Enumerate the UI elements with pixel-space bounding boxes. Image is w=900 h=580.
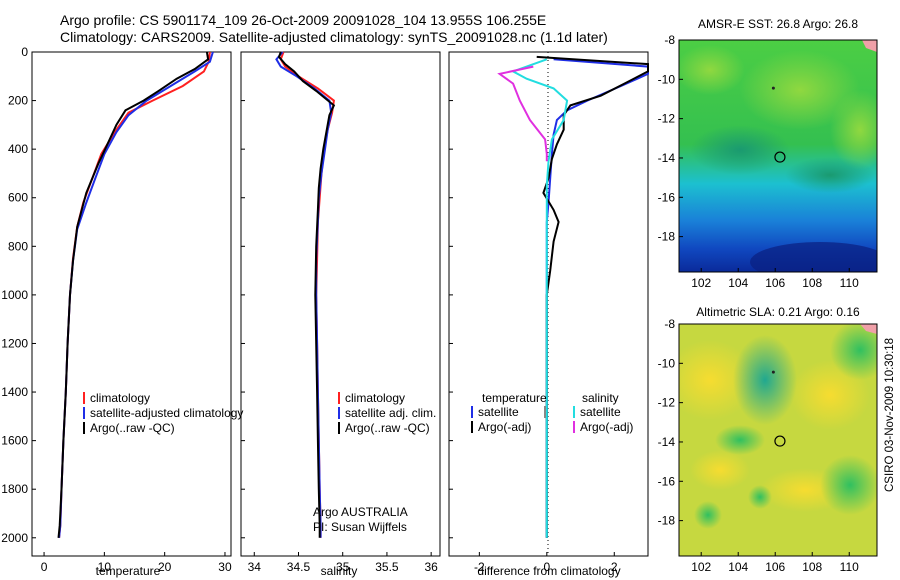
depth-tick-label: 1400 bbox=[1, 385, 28, 399]
depth-tick-label: 2000 bbox=[1, 531, 28, 545]
depth-tick-label: 1200 bbox=[1, 336, 28, 350]
sst-map-argo-marker bbox=[774, 151, 786, 163]
temperature-argo-line bbox=[57, 51, 210, 538]
diff-legend-sal-argo-label: Argo(-adj) bbox=[580, 420, 633, 434]
salinity-plot-frame bbox=[240, 51, 441, 557]
sla-map-ytick-label: -16 bbox=[658, 474, 676, 488]
diff-legend-temp-argo-label: Argo(-adj) bbox=[478, 420, 531, 434]
header-climatology: Climatology: CARS2009. Satellite-adjuste… bbox=[60, 29, 608, 45]
temperature-climatology-line bbox=[58, 51, 211, 538]
sst-map-ytick-label: -8 bbox=[664, 33, 675, 47]
salinity-argo-line bbox=[277, 51, 336, 538]
difference-temp-argo-line bbox=[536, 55, 649, 538]
sst-map-ytick-label: -12 bbox=[658, 112, 676, 126]
sst-map-field bbox=[679, 40, 877, 272]
sla-map-field bbox=[679, 324, 877, 556]
sst-map-xtick-label: 102 bbox=[691, 276, 711, 290]
depth-tick-label: 600 bbox=[8, 191, 28, 205]
salinity-xtick-label: 34 bbox=[248, 560, 262, 574]
difference-xtick-label: 0 bbox=[543, 560, 550, 574]
depth-tick-label: 1600 bbox=[1, 434, 28, 448]
sla-map-xtick-label: 110 bbox=[840, 560, 859, 574]
depth-tick-label: 1800 bbox=[1, 482, 28, 496]
sla-map-xtick-label: 104 bbox=[728, 560, 748, 574]
sla-map-island-marker bbox=[771, 370, 775, 374]
salinity-xtick-label: 35.5 bbox=[375, 560, 399, 574]
float-program: Argo AUSTRALIA bbox=[313, 505, 408, 519]
sla-map-xtick-label: 102 bbox=[691, 560, 711, 574]
sla-map-argo-marker bbox=[774, 435, 786, 447]
salinity-legend-label: climatology bbox=[345, 391, 405, 405]
salinity-xtick-label: 35 bbox=[336, 560, 350, 574]
temperature-plot-frame bbox=[31, 51, 232, 557]
salinity-legend-label: satellite adj. clim. bbox=[345, 406, 436, 420]
temperature-xtick-label: 30 bbox=[218, 560, 232, 574]
sst-map-ytick-label: -10 bbox=[658, 72, 676, 86]
sst-map-xtick-label: 110 bbox=[840, 276, 859, 290]
timestamp-stamp: CSIRO 03-Nov-2009 10:30:18 bbox=[884, 337, 896, 492]
depth-tick-label: 200 bbox=[8, 94, 28, 108]
salinity-xtick-label: 34.5 bbox=[287, 560, 311, 574]
diff-legend-sal-satellite-label: satellite bbox=[580, 405, 621, 419]
temperature-legend-label: Argo(..raw -QC) bbox=[90, 421, 175, 435]
temperature-legend-label: satellite-adjusted climatology bbox=[90, 406, 243, 420]
temperature-xtick-label: 10 bbox=[98, 560, 112, 574]
temperature-legend-label: climatology bbox=[90, 391, 150, 405]
sla-map-ytick-label: -8 bbox=[664, 317, 675, 331]
salinity-legend-label: Argo(..raw -QC) bbox=[345, 421, 430, 435]
sla-map-ytick-label: -12 bbox=[658, 396, 676, 410]
difference-sal-argo-line bbox=[497, 65, 548, 162]
diff-legend-temperature-title: temperature bbox=[482, 391, 547, 405]
temperature-xtick-label: 0 bbox=[41, 560, 48, 574]
diff-legend-temp-satellite-label: satellite bbox=[478, 405, 519, 419]
sst-map-xtick-label: 104 bbox=[728, 276, 748, 290]
salinity-climatology-line bbox=[279, 51, 335, 538]
depth-tick-label: 800 bbox=[8, 239, 28, 253]
temperature-satellite-line bbox=[58, 51, 214, 538]
depth-tick-label: 1000 bbox=[1, 288, 28, 302]
sst-map-title: AMSR-E SST: 26.8 Argo: 26.8 bbox=[698, 17, 858, 31]
salinity-satellite-line bbox=[275, 51, 333, 538]
difference-sal-satellite-line bbox=[510, 58, 569, 538]
depth-tick-label: 400 bbox=[8, 142, 28, 156]
sst-map-xtick-label: 106 bbox=[765, 276, 785, 290]
sst-map-island-marker bbox=[771, 86, 775, 90]
difference-xtick-label: -2 bbox=[474, 560, 485, 574]
temperature-xlabel: temperature bbox=[96, 564, 161, 578]
difference-xtick-label: 2 bbox=[611, 560, 618, 574]
sla-map-title: Altimetric SLA: 0.21 Argo: 0.16 bbox=[696, 305, 860, 319]
sla-map-frame bbox=[678, 323, 878, 557]
salinity-xtick-label: 36 bbox=[424, 560, 438, 574]
temperature-xtick-label: 20 bbox=[158, 560, 172, 574]
sla-map-ytick-label: -18 bbox=[658, 514, 676, 528]
float-pi: PI: Susan Wijffels bbox=[313, 520, 407, 534]
header-profile: Argo profile: CS 5901174_109 26-Oct-2009… bbox=[60, 12, 547, 28]
sst-map-ytick-label: -16 bbox=[658, 190, 676, 204]
sla-map-ytick-label: -14 bbox=[658, 435, 676, 449]
diff-legend-salinity-title: salinity bbox=[582, 391, 619, 405]
sst-map-xtick-label: 108 bbox=[802, 276, 822, 290]
sst-map-frame bbox=[678, 39, 878, 273]
sla-map-xtick-label: 106 bbox=[765, 560, 785, 574]
sst-map-ytick-label: -18 bbox=[658, 230, 676, 244]
sla-map-ytick-label: -10 bbox=[658, 356, 676, 370]
depth-tick-label: 0 bbox=[21, 45, 28, 59]
sst-map-ytick-label: -14 bbox=[658, 151, 676, 165]
difference-xlabel: difference from climatology bbox=[477, 564, 620, 578]
sla-map-xtick-label: 108 bbox=[802, 560, 822, 574]
salinity-xlabel: salinity bbox=[321, 564, 358, 578]
